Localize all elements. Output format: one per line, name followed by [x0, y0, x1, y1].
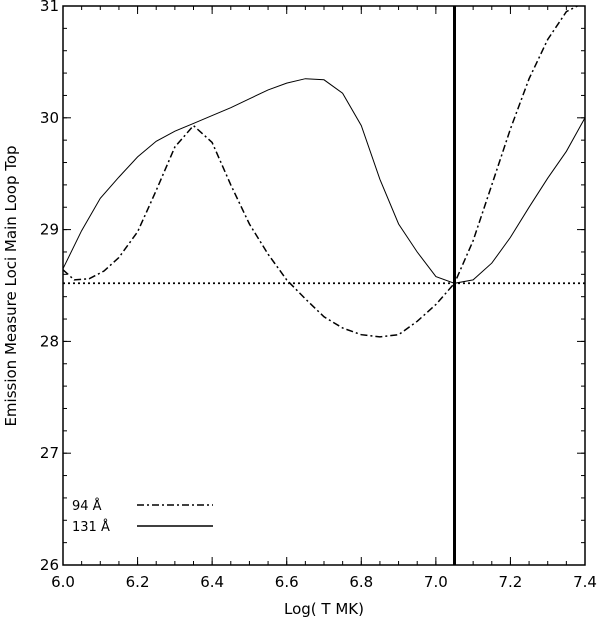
x-tick-label: 6.8: [349, 573, 373, 591]
reference-lines: [63, 6, 585, 565]
y-axis-ticks: 26 27 28 29 30 31: [40, 0, 585, 574]
y-tick-label: 27: [40, 444, 59, 462]
y-tick-label: 28: [40, 332, 59, 350]
x-tick-label: 7.0: [424, 573, 448, 591]
x-tick-label: 6.4: [200, 573, 224, 591]
x-tick-label: 7.4: [573, 573, 597, 591]
legend: 94 Å 131 Å: [72, 498, 213, 535]
x-tick-label: 6.6: [275, 573, 299, 591]
x-axis-title: Log( T MK): [284, 600, 364, 618]
x-tick-label: 6.2: [126, 573, 150, 591]
series-lines: [63, 6, 585, 338]
plot-frame: [62, 5, 586, 566]
y-tick-label: 30: [40, 109, 59, 127]
y-tick-label: 29: [40, 221, 59, 239]
legend-label: 94 Å: [72, 498, 102, 514]
legend-label: 131 Å: [72, 519, 110, 535]
x-tick-label: 7.2: [498, 573, 522, 591]
x-axis-ticks: 6.0 6.2 6.4 6.6 6.8 7.0 7.2 7.4: [51, 6, 597, 591]
series-line: [63, 6, 578, 338]
x-tick-label: 6.0: [51, 573, 75, 591]
y-axis-title: Emission Measure Loci Main Loop Top: [2, 145, 20, 426]
y-tick-label: 26: [40, 556, 59, 574]
y-tick-label: 31: [40, 0, 59, 15]
series-line: [63, 78, 585, 284]
